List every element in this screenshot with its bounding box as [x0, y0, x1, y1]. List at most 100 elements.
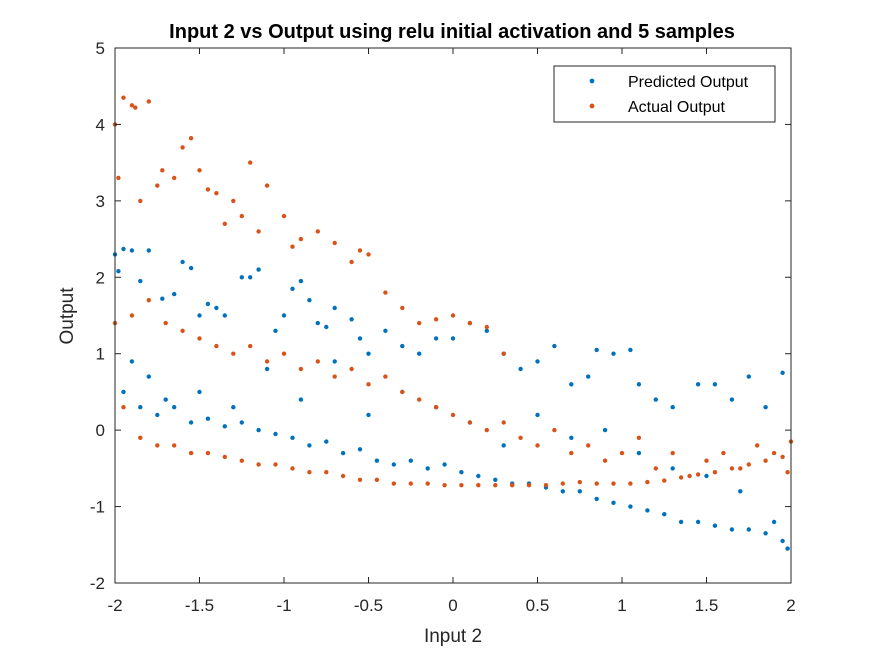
predicted-point — [146, 248, 151, 253]
predicted-point — [298, 278, 304, 284]
predicted-point — [738, 489, 743, 494]
predicted-point — [712, 523, 718, 528]
predicted-point — [129, 248, 135, 253]
predicted-point — [408, 458, 413, 463]
predicted-point — [172, 291, 177, 297]
predicted-point — [222, 424, 227, 429]
actual-point — [332, 374, 337, 379]
actual-point — [155, 183, 160, 188]
predicted-point — [518, 366, 523, 372]
predicted-point — [281, 313, 287, 318]
predicted-point — [340, 450, 346, 456]
actual-point — [602, 458, 608, 463]
y-tick-label: -2 — [90, 574, 105, 593]
actual-point — [197, 168, 202, 173]
y-tick-label: 5 — [96, 39, 105, 58]
actual-point — [594, 481, 599, 486]
actual-point — [391, 481, 396, 486]
x-tick-label: 2 — [786, 596, 795, 615]
actual-point — [383, 374, 388, 379]
actual-point — [129, 313, 135, 318]
actual-point — [222, 221, 227, 226]
predicted-point — [121, 246, 126, 252]
predicted-point — [780, 538, 785, 544]
actual-point — [146, 99, 151, 104]
actual-point — [349, 366, 354, 372]
predicted-point — [116, 269, 121, 274]
x-tick-label: -1.5 — [185, 596, 214, 615]
legend-marker-actual — [589, 103, 595, 109]
predicted-point — [205, 301, 211, 307]
actual-point — [160, 168, 165, 173]
actual-point — [484, 324, 489, 330]
actual-point — [281, 351, 287, 356]
actual-point — [433, 317, 439, 322]
actual-point — [248, 343, 253, 349]
predicted-point — [383, 328, 388, 333]
predicted-point — [214, 305, 219, 311]
predicted-point — [256, 427, 261, 433]
predicted-point — [366, 351, 371, 356]
actual-point — [619, 450, 625, 456]
actual-point — [450, 412, 456, 418]
actual-point — [586, 443, 591, 448]
predicted-point — [155, 412, 160, 418]
actual-point — [459, 483, 464, 488]
predicted-point — [231, 405, 236, 410]
actual-point — [476, 483, 481, 488]
predicted-point — [357, 447, 363, 452]
actual-point — [501, 420, 506, 425]
predicted-point — [307, 443, 312, 448]
predicted-point — [324, 324, 329, 330]
actual-point — [408, 481, 413, 486]
actual-point — [712, 470, 718, 475]
actual-point — [383, 290, 388, 295]
x-tick-label: -2 — [107, 596, 122, 615]
predicted-point — [290, 435, 295, 440]
predicted-point — [704, 473, 709, 479]
actual-point — [417, 397, 422, 402]
actual-point — [678, 475, 684, 480]
x-tick-label: 0 — [448, 596, 457, 615]
actual-point — [425, 481, 430, 486]
predicted-point — [771, 519, 777, 525]
predicted-point — [670, 405, 675, 410]
actual-point — [738, 466, 743, 471]
predicted-point — [138, 405, 143, 410]
actual-point — [129, 103, 135, 108]
actual-point — [721, 450, 726, 456]
predicted-point — [484, 328, 489, 333]
actual-point — [417, 320, 422, 326]
actual-point — [133, 105, 138, 110]
actual-point — [290, 466, 295, 471]
actual-point — [763, 458, 768, 463]
x-tick-label: 1 — [617, 596, 626, 615]
actual-point — [239, 458, 244, 463]
actual-point — [281, 213, 287, 219]
predicted-point — [535, 412, 540, 418]
predicted-point — [602, 427, 608, 433]
actual-point — [298, 366, 304, 372]
predicted-point — [273, 328, 278, 333]
actual-point — [146, 298, 151, 303]
predicted-point — [552, 343, 557, 349]
predicted-point — [636, 382, 642, 387]
predicted-point — [374, 458, 380, 463]
predicted-point — [780, 370, 785, 375]
predicted-point — [493, 477, 498, 482]
actual-point — [543, 483, 549, 488]
predicted-point — [273, 431, 278, 437]
predicted-point — [678, 519, 684, 525]
actual-point — [332, 240, 337, 246]
actual-point — [653, 466, 658, 471]
actual-point — [433, 405, 439, 410]
predicted-point — [197, 389, 202, 395]
predicted-point — [569, 435, 574, 440]
actual-point — [569, 450, 574, 456]
actual-point — [155, 443, 160, 448]
actual-point — [493, 483, 498, 488]
actual-point — [222, 454, 227, 460]
predicted-point — [357, 336, 363, 341]
predicted-point — [433, 336, 439, 341]
